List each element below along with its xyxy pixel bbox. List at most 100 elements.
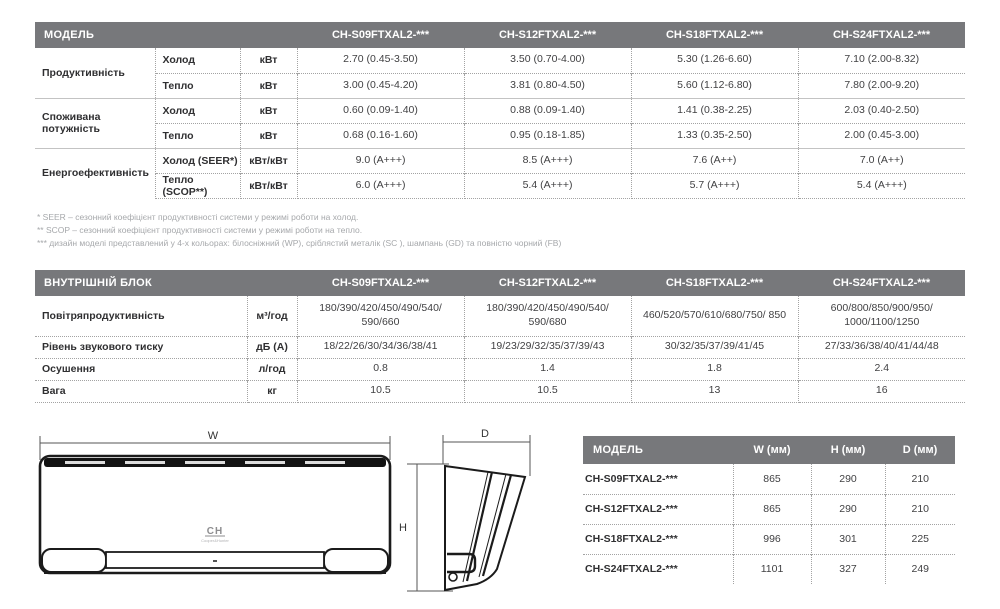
unit-label: кВт/кВт <box>240 172 298 199</box>
indoor-unit-side-drawing: D H <box>393 424 578 604</box>
model-label: CH-S09FTXAL2-*** <box>583 464 734 494</box>
value-cell: 7.6 (A++) <box>631 147 799 173</box>
performance-table-title: МОДЕЛЬ <box>35 22 298 48</box>
value-cell: 2.03 (0.40-2.50) <box>798 97 966 123</box>
value-cell: 9.0 (A+++) <box>297 147 465 173</box>
model-header: CH-S12FTXAL2-*** <box>464 270 632 296</box>
param-label: Холод <box>155 48 241 73</box>
model-label: CH-S12FTXAL2-*** <box>583 493 734 524</box>
value-cell: 1.4 <box>464 357 632 380</box>
unit-label: м³/год <box>247 296 298 336</box>
value-cell: 249 <box>885 553 955 584</box>
dimensions-table: МОДЕЛЬ W (мм) H (мм) D (мм) CH-S09FTXAL2… <box>583 436 955 584</box>
param-label: Тепло (SCOP**) <box>155 172 241 199</box>
value-cell: 2.4 <box>798 357 966 380</box>
table-row: Продуктивність Холод кВт 2.70 (0.45-3.50… <box>35 48 966 98</box>
table-row: Тепло кВт 3.00 (0.45-4.20) 3.81 (0.80-4.… <box>35 72 966 98</box>
height-dimension-label: H <box>399 522 407 534</box>
footnote-scop: ** SCOP – сезонний коефіцієнт продуктивн… <box>37 225 363 235</box>
value-cell: 5.7 (A+++) <box>631 172 799 199</box>
model-header: CH-S18FTXAL2-*** <box>631 22 799 48</box>
value-cell: 3.50 (0.70-4.00) <box>464 48 632 73</box>
unit-label: кг <box>247 379 298 403</box>
table-row: Повітряпродуктивність м³/год 180/390/420… <box>35 296 966 336</box>
model-header: CH-S12FTXAL2-*** <box>464 22 632 48</box>
model-header: CH-S18FTXAL2-*** <box>631 270 799 296</box>
param-label: Тепло <box>155 72 241 98</box>
unit-label: дБ (А) <box>247 335 298 358</box>
performance-header-row: МОДЕЛЬ CH-S09FTXAL2-*** CH-S12FTXAL2-***… <box>35 22 966 48</box>
table-row: CH-S18FTXAL2-*** 996 301 225 <box>583 523 955 554</box>
param-label: Осушення <box>35 357 248 380</box>
value-cell: 5.60 (1.12-6.80) <box>631 72 799 98</box>
value-cell: 19/23/29/32/35/37/39/43 <box>464 335 632 358</box>
footnote-seer: * SEER – сезонний коефіцієнт продуктивно… <box>37 212 359 222</box>
value-cell: 1101 <box>733 553 812 584</box>
value-cell: 5.4 (A+++) <box>464 172 632 199</box>
model-label: CH-S24FTXAL2-*** <box>583 553 734 584</box>
model-header: CH-S24FTXAL2-*** <box>798 22 966 48</box>
group-label: Енергоефективність <box>35 147 156 198</box>
param-label: Рівень звукового тиску <box>35 335 248 358</box>
model-header: CH-S09FTXAL2-*** <box>297 22 465 48</box>
table-row: CH-S09FTXAL2-*** 865 290 210 <box>583 464 955 494</box>
width-dimension-label: W <box>208 430 219 442</box>
depth-dimension-label: D <box>481 428 489 440</box>
unit-label: кВт <box>240 48 298 73</box>
indoor-table-title: ВНУТРІШНІЙ БЛОК <box>35 270 298 296</box>
dimensions-header-row: МОДЕЛЬ W (мм) H (мм) D (мм) <box>583 436 955 464</box>
table-row: CH-S24FTXAL2-*** 1101 327 249 <box>583 553 955 584</box>
value-cell: 327 <box>811 553 886 584</box>
value-cell: 30/32/35/37/39/41/45 <box>631 335 799 358</box>
unit-label: л/год <box>247 357 298 380</box>
unit-label: кВт <box>240 72 298 98</box>
value-cell: 13 <box>631 379 799 403</box>
dimensions-table-title: МОДЕЛЬ <box>583 436 733 464</box>
value-cell: 180/390/420/450/490/540/ 590/660 <box>297 296 465 336</box>
model-header: CH-S09FTXAL2-*** <box>297 270 465 296</box>
value-cell: 0.95 (0.18-1.85) <box>464 122 632 148</box>
value-cell: 301 <box>811 523 886 554</box>
value-cell: 8.5 (A+++) <box>464 147 632 173</box>
table-row: Тепло (SCOP**) кВт/кВт 6.0 (A+++) 5.4 (A… <box>35 172 966 199</box>
value-cell: 210 <box>911 472 930 485</box>
brand-logo: CH <box>207 526 223 537</box>
value-cell: 225 <box>885 523 955 554</box>
table-row: CH-S12FTXAL2-*** 865 290 210 <box>583 493 955 524</box>
value-cell: 865 <box>733 464 812 494</box>
value-cell: 290 <box>811 464 886 494</box>
value-cell: 0.8 <box>297 357 465 380</box>
value-cell: 3.00 (0.45-4.20) <box>297 72 465 98</box>
model-header: CH-S24FTXAL2-*** <box>798 270 966 296</box>
value-cell: 2.00 (0.45-3.00) <box>798 122 966 148</box>
value-cell: 0.68 (0.16-1.60) <box>297 122 465 148</box>
footnote-colors: *** дизайн моделі представлений у 4-х ко… <box>37 238 562 248</box>
table-row: Енергоефективність Холод (SEER*) кВт/кВт… <box>35 147 966 198</box>
value-cell: 7.80 (2.00-9.20) <box>798 72 966 98</box>
param-label: Холод <box>155 97 241 123</box>
group-label: Споживана потужність <box>35 97 156 148</box>
value-cell: 6.0 (A+++) <box>297 172 465 199</box>
group-label: Продуктивність <box>35 48 156 98</box>
value-cell: 1.33 (0.35-2.50) <box>631 122 799 148</box>
value-cell: 460/520/570/610/680/750/ 850 <box>631 296 799 336</box>
value-cell: 1.41 (0.38-2.25) <box>631 97 799 123</box>
depth-column-header: D (мм) <box>885 436 955 464</box>
value-cell: 10.5 <box>464 379 632 403</box>
table-row: Осушення л/год 0.8 1.4 1.8 2.4 <box>35 357 966 380</box>
value-cell: 210 <box>885 493 955 524</box>
value-cell: 5.4 (A+++) <box>798 172 966 199</box>
table-row: Тепло кВт 0.68 (0.16-1.60) 0.95 (0.18-1.… <box>35 122 966 148</box>
value-cell: 2.70 (0.45-3.50) <box>297 48 465 73</box>
width-column-header: W (мм) <box>733 436 811 464</box>
value-cell: 16 <box>798 379 966 403</box>
param-label: Вага <box>35 379 248 403</box>
table-row: Рівень звукового тиску дБ (А) 18/22/26/3… <box>35 335 966 358</box>
value-cell: 865 <box>733 493 812 524</box>
value-cell: 10.5 <box>297 379 465 403</box>
performance-table: МОДЕЛЬ CH-S09FTXAL2-*** CH-S12FTXAL2-***… <box>35 22 966 199</box>
value-cell: 3.81 (0.80-4.50) <box>464 72 632 98</box>
value-cell: 18/22/26/30/34/36/38/41 <box>297 335 465 358</box>
value-cell: 0.88 (0.09-1.40) <box>464 97 632 123</box>
